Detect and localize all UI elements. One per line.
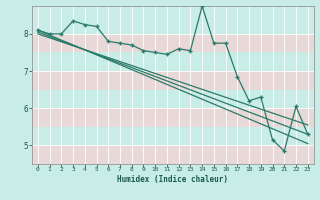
Bar — [32, 145, 314, 164]
Bar — [32, 34, 314, 52]
X-axis label: Humidex (Indice chaleur): Humidex (Indice chaleur) — [117, 175, 228, 184]
Bar — [32, 108, 314, 127]
Bar — [32, 71, 314, 90]
